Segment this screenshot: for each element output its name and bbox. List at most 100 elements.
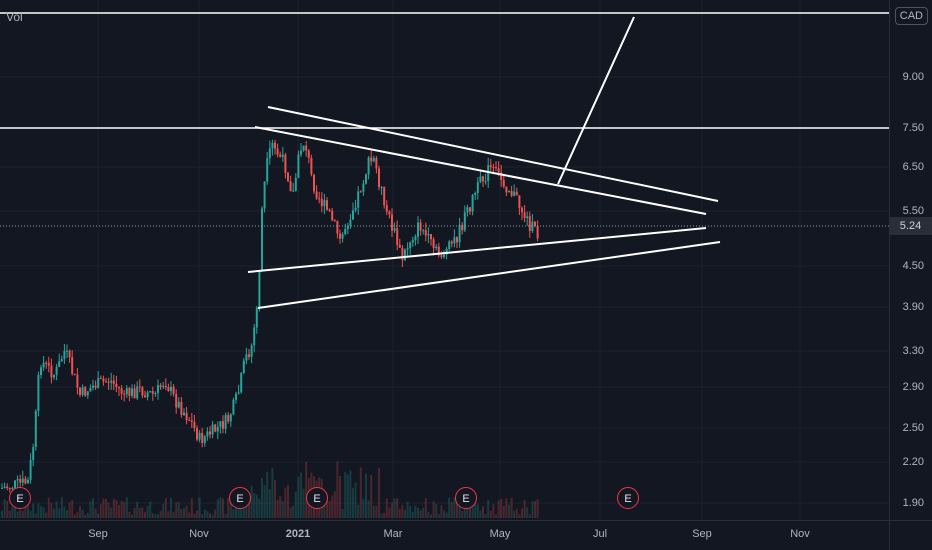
volume-bar: [328, 500, 331, 518]
price-axis[interactable]: CAD 9.00 7.50 6.50 5.50 4.50 3.90 3.30 2.90 2.50…: [889, 0, 932, 520]
candle-body: [401, 247, 404, 261]
volume-bar: [102, 498, 105, 518]
candle-body: [164, 385, 167, 388]
volume-bar: [344, 472, 347, 518]
volume-bar: [123, 502, 126, 518]
volume-bar: [219, 497, 222, 518]
volume-bar: [216, 499, 219, 518]
candle-body: [359, 191, 362, 193]
earnings-marker[interactable]: E: [229, 487, 251, 509]
volume-bar: [333, 491, 336, 518]
candle-body: [261, 208, 263, 272]
candle-body: [461, 224, 464, 231]
volume-bar: [68, 502, 71, 518]
volume-bar: [84, 514, 87, 518]
volume-bar: [159, 510, 162, 518]
candle-body: [294, 177, 297, 191]
volume-bar: [276, 499, 279, 518]
volume-bar: [209, 513, 211, 518]
volume-bar: [445, 512, 448, 518]
earnings-marker[interactable]: E: [617, 487, 639, 509]
candle-body: [151, 391, 154, 394]
candle-body: [458, 224, 461, 243]
candle-body: [248, 354, 250, 357]
volume-bar: [274, 480, 276, 518]
volume-bar: [443, 510, 445, 518]
volume-indicator-label[interactable]: Vol: [6, 10, 23, 24]
volume-bar: [37, 503, 40, 518]
candle-body: [489, 165, 492, 168]
candle-body: [125, 388, 128, 395]
candle-body: [411, 239, 414, 243]
volume-bar: [55, 501, 58, 518]
volume-bar: [523, 499, 526, 518]
volume-bar: [45, 512, 48, 518]
volume-bar: [482, 506, 484, 518]
candle-body: [469, 207, 471, 212]
candle-body: [1, 487, 3, 489]
candle-body: [502, 180, 505, 187]
volume-bar: [232, 509, 235, 518]
volume-bar: [86, 513, 89, 518]
volume-bar: [201, 514, 204, 518]
candle-body: [313, 174, 315, 192]
candle-body: [66, 350, 68, 352]
volume-bar: [391, 502, 393, 518]
price-chart[interactable]: [0, 0, 889, 520]
candle-body: [385, 205, 388, 212]
volume-bar: [484, 513, 487, 518]
volume-bar: [99, 504, 102, 518]
volume-bar: [110, 507, 113, 518]
volume-bar: [528, 514, 531, 518]
chart-pane[interactable]: Vol E E E E E: [0, 0, 889, 520]
candle-body: [279, 154, 282, 157]
volume-bar: [34, 513, 37, 518]
earnings-marker[interactable]: E: [455, 487, 477, 509]
candle-body: [435, 246, 438, 248]
trendline-upper-inner: [254, 126, 707, 215]
price-tick: 1.90: [902, 497, 924, 509]
volume-bar: [531, 501, 534, 518]
volume-bar: [227, 497, 230, 518]
candle-body: [380, 187, 383, 189]
volume-bar: [50, 503, 53, 518]
volume-bar: [476, 504, 479, 518]
volume-bar: [40, 506, 42, 518]
volume-bar: [326, 498, 328, 518]
volume-bar: [469, 505, 471, 518]
candle-body: [92, 385, 94, 388]
candle-body: [331, 210, 334, 221]
candle-body: [63, 350, 66, 360]
volume-bar: [206, 511, 209, 518]
candle-body: [297, 154, 300, 178]
candle-body: [229, 414, 232, 422]
candle-body: [281, 154, 284, 157]
candle-body: [531, 221, 534, 231]
volume-bar: [424, 498, 427, 518]
trendline-lower-outer: [257, 241, 721, 309]
volume-bar: [294, 491, 297, 518]
candle-body: [34, 410, 37, 448]
currency-button[interactable]: CAD: [894, 7, 928, 25]
candle-body: [450, 241, 453, 244]
candle-body: [287, 172, 289, 182]
candle-body: [456, 237, 458, 243]
candle-body: [47, 362, 50, 366]
volume-bar: [534, 501, 536, 518]
candle-body: [240, 373, 243, 393]
candle-body: [372, 158, 375, 162]
trendline-lower-inner: [247, 227, 707, 273]
earnings-marker[interactable]: E: [9, 487, 31, 509]
candle-body: [276, 148, 279, 155]
volume-bar: [271, 467, 274, 518]
earnings-marker[interactable]: E: [306, 487, 328, 509]
volume-bar: [284, 487, 287, 518]
volume-bar: [240, 509, 243, 518]
volume-bar: [450, 501, 453, 518]
volume-bar: [414, 505, 417, 518]
trendline-upper-outer: [267, 106, 719, 202]
volume-bar: [341, 508, 344, 518]
candle-body: [42, 362, 45, 368]
time-axis[interactable]: Sep Nov 2021 Mar May Jul Sep Nov: [0, 520, 889, 550]
volume-bar: [63, 506, 66, 518]
